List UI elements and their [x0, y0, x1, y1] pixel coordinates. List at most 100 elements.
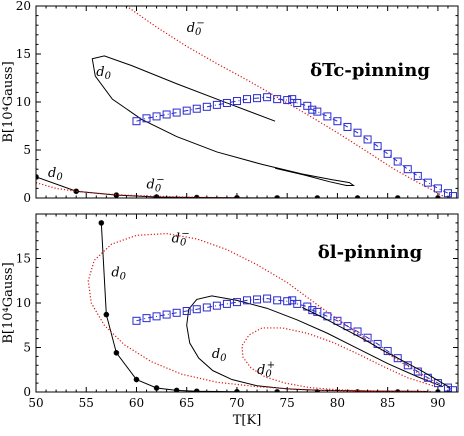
x-tick-label-4: 70 — [229, 396, 244, 410]
data-point-0-2-23 — [343, 122, 352, 131]
data-point-1-4-1 — [142, 314, 151, 323]
y-tick-label-0-3: 15 — [16, 47, 31, 61]
data-point-1-4-6 — [192, 305, 201, 314]
data-point-1-4-8 — [212, 301, 221, 310]
panel-top: d0 d0− d0 d0− 0 5 10 15 20 B[10⁴Gauss] δTc-pinning — [1, 0, 459, 205]
data-point-1-4-13 — [263, 294, 272, 303]
data-point-1-0-2 — [113, 350, 120, 356]
y-tick-label-1-0: 0 — [23, 385, 31, 399]
data-point-1-4-0 — [132, 316, 141, 325]
data-point-1-4-9 — [222, 299, 231, 308]
data-point-0-2-6 — [192, 104, 201, 113]
data-point-0-2-31 — [423, 178, 432, 187]
data-point-0-2-14 — [273, 95, 282, 104]
data-point-1-4-30 — [413, 367, 422, 376]
data-point-1-4-20 — [313, 307, 322, 316]
series-label-1-3: d0+ — [257, 360, 275, 380]
data-point-0-2-12 — [253, 94, 262, 103]
x-tick-label-5: 75 — [280, 396, 295, 410]
data-point-0-3-1 — [73, 188, 79, 195]
series-label-0-1: d0− — [187, 18, 205, 38]
data-point-1-4-32 — [433, 379, 442, 388]
data-point-1-4-5 — [182, 307, 191, 316]
data-point-1-4-17 — [293, 299, 302, 308]
y-axis-title: B[10⁴Gauss] — [1, 262, 16, 343]
y-tick-label-1-3: 15 — [16, 252, 31, 266]
series-line-0-2 — [136, 96, 454, 197]
data-point-0-2-4 — [172, 108, 181, 117]
data-point-1-4-15 — [283, 297, 292, 306]
series-label-1-1: d0 — [212, 347, 227, 364]
data-point-0-2-24 — [353, 128, 362, 137]
data-point-0-2-15 — [283, 96, 292, 105]
series-label-1-0: d0 — [111, 265, 126, 282]
panel-bottom: d0 d0 d0− d0+ 50 55 60 65 70 75 80 85 90 0 5 10 15B[10⁴G… — [1, 213, 459, 428]
data-point-0-2-28 — [393, 157, 402, 166]
y-tick-label-0-2: 10 — [16, 95, 31, 109]
x-tick-label-0: 50 — [28, 396, 43, 410]
data-point-1-4-2 — [152, 312, 161, 321]
series-line-0-0 — [91, 55, 356, 187]
data-point-0-2-30 — [413, 171, 422, 180]
data-point-0-2-19 — [308, 105, 317, 114]
data-point-1-4-11 — [243, 296, 251, 305]
data-point-0-2-3 — [162, 110, 171, 119]
data-point-0-2-27 — [383, 149, 392, 158]
x-tick-label-7: 85 — [380, 396, 395, 410]
data-point-0-2-32 — [433, 184, 442, 193]
y-tick-label-0-0: 0 — [23, 191, 31, 205]
data-point-0-2-34 — [448, 192, 457, 198]
data-point-0-2-20 — [313, 107, 322, 116]
series-line-1-4 — [136, 298, 454, 391]
data-point-0-2-7 — [202, 102, 211, 111]
panel-title: δl-pinning — [318, 242, 423, 263]
data-point-1-0-0 — [98, 220, 105, 226]
x-axis-title: T[K] — [233, 413, 262, 428]
data-point-1-4-14 — [273, 296, 282, 305]
x-tick-label-3: 65 — [179, 396, 194, 410]
data-point-1-0-1 — [103, 311, 110, 318]
data-point-0-3-2 — [113, 192, 120, 198]
data-point-0-2-17 — [293, 98, 302, 107]
data-point-1-0-4 — [153, 385, 160, 391]
data-point-1-4-12 — [253, 295, 262, 304]
series-label-0-3: d0 — [48, 166, 63, 183]
data-point-1-4-4 — [172, 308, 181, 317]
data-point-1-4-10 — [232, 298, 241, 307]
data-point-0-2-10 — [232, 97, 241, 106]
data-point-1-4-34 — [448, 386, 457, 392]
y-tick-label-0-4: 20 — [16, 0, 31, 13]
data-point-0-2-25 — [363, 135, 372, 144]
series-label-0-4: d0− — [147, 174, 165, 194]
y-tick-label-1-1: 5 — [23, 341, 31, 355]
y-tick-label-0-1: 5 — [23, 143, 31, 157]
data-point-1-4-23 — [343, 322, 352, 331]
x-tick-label-2: 60 — [129, 396, 144, 410]
data-point-0-2-0 — [132, 117, 141, 126]
plot-area — [36, 6, 457, 198]
y-tick-label-1-2: 10 — [16, 296, 31, 310]
data-point-1-0-3 — [133, 376, 140, 383]
data-point-0-2-9 — [222, 98, 231, 107]
data-point-0-2-29 — [403, 165, 412, 174]
data-point-1-4-3 — [162, 310, 171, 319]
data-point-1-4-24 — [353, 327, 362, 336]
data-point-0-2-11 — [243, 95, 251, 104]
data-point-1-4-22 — [333, 316, 342, 325]
series-line-1-1 — [186, 295, 444, 392]
y-axis-title: B[10⁴Gauss] — [1, 61, 16, 142]
data-point-0-2-13 — [263, 93, 272, 102]
x-tick-label-1: 55 — [79, 396, 94, 410]
data-point-0-2-21 — [323, 112, 332, 121]
data-point-0-2-26 — [373, 142, 382, 151]
data-point-0-2-5 — [182, 106, 191, 115]
series-label-1-2: d0− — [172, 228, 190, 248]
series-label-0-0: d0 — [96, 65, 111, 82]
data-point-0-2-1 — [142, 114, 151, 123]
x-tick-label-6: 80 — [330, 396, 345, 410]
x-tick-label-8: 90 — [430, 396, 445, 410]
series-line-1-5 — [302, 307, 451, 388]
data-point-0-2-22 — [333, 117, 342, 126]
data-point-1-4-28 — [393, 354, 402, 363]
